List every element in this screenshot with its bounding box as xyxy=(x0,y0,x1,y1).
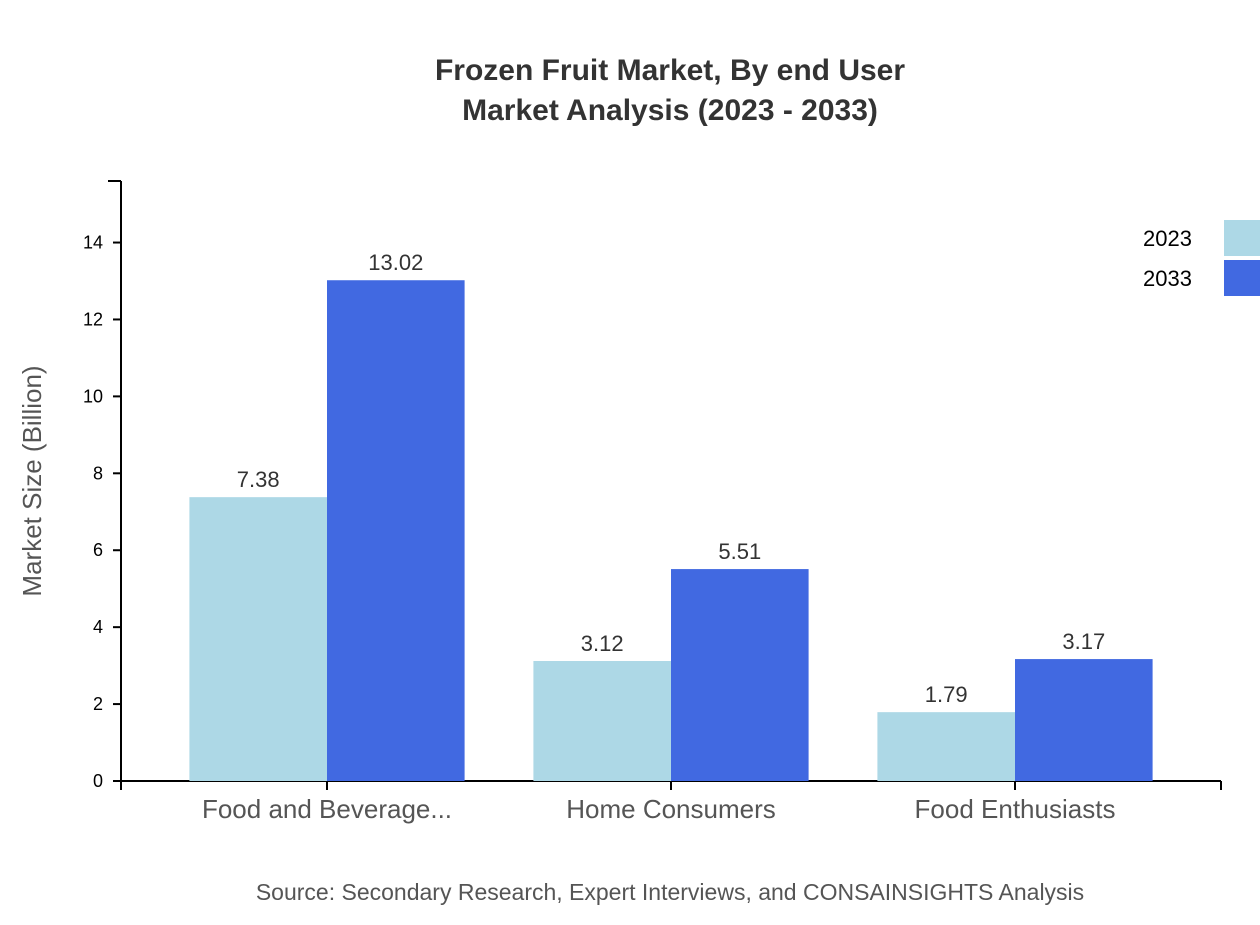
source-note: Source: Secondary Research, Expert Inter… xyxy=(256,879,1084,905)
legend: 2023 2033 xyxy=(1143,220,1260,296)
data-label: 3.12 xyxy=(581,631,624,656)
y-tick-label: 10 xyxy=(83,386,103,406)
bar-2033-1 xyxy=(671,569,809,781)
chart-title: Frozen Fruit Market, By end User xyxy=(435,54,905,87)
bars: 7.38 13.02 3.12 5.51 1.79 3.17 xyxy=(189,250,1153,781)
y-axis-label: Market Size (Billion) xyxy=(17,365,47,596)
y-tick-label: 2 xyxy=(93,694,103,714)
bar-2023-2 xyxy=(877,712,1015,781)
bar-2033-2 xyxy=(1015,659,1153,781)
data-label: 1.79 xyxy=(925,682,968,707)
x-axis: Food and Beverage... Home Consumers Food E… xyxy=(120,780,1222,824)
y-tick-label: 14 xyxy=(83,233,103,253)
legend-swatch xyxy=(1224,220,1260,256)
bar-2033-0 xyxy=(327,280,465,781)
legend-label: 2033 xyxy=(1143,266,1192,291)
y-tick-label: 4 xyxy=(93,617,103,637)
bar-2023-1 xyxy=(533,661,671,781)
y-axis: 0 2 4 6 8 10 12 14 xyxy=(83,180,122,791)
legend-swatch xyxy=(1224,260,1260,296)
y-tick-label: 8 xyxy=(93,463,103,483)
y-tick-label: 0 xyxy=(93,771,103,791)
legend-label: 2023 xyxy=(1143,226,1192,251)
x-tick-label: Home Consumers xyxy=(566,794,776,824)
bar-2023-0 xyxy=(189,497,327,781)
data-label: 3.17 xyxy=(1062,629,1105,654)
x-tick-label: Food and Beverage... xyxy=(202,794,452,824)
x-tick-label: Food Enthusiasts xyxy=(915,794,1116,824)
data-label: 5.51 xyxy=(718,539,761,564)
y-tick-label: 6 xyxy=(93,540,103,560)
data-label: 7.38 xyxy=(237,467,280,492)
y-tick-label: 12 xyxy=(83,309,103,329)
data-label: 13.02 xyxy=(368,250,423,275)
chart-subtitle: Market Analysis (2023 - 2033) xyxy=(462,94,878,127)
